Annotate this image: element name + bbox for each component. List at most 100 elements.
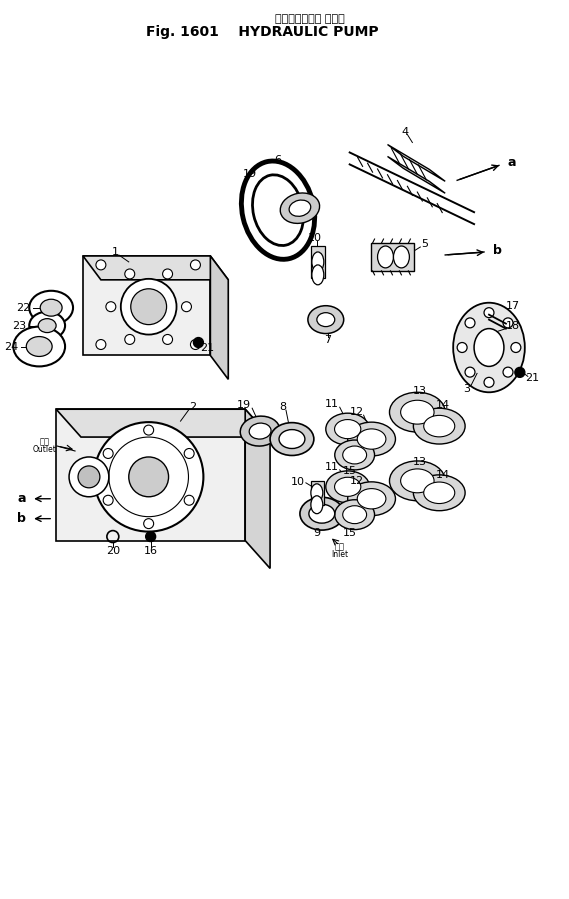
Circle shape bbox=[78, 466, 100, 488]
Bar bbox=[311, 246, 325, 278]
Circle shape bbox=[503, 318, 513, 328]
Text: 2: 2 bbox=[189, 402, 196, 413]
Ellipse shape bbox=[335, 420, 361, 439]
Circle shape bbox=[146, 531, 156, 541]
Text: 8: 8 bbox=[279, 402, 287, 413]
Ellipse shape bbox=[394, 246, 409, 268]
Ellipse shape bbox=[357, 429, 386, 450]
Circle shape bbox=[182, 302, 191, 312]
Ellipse shape bbox=[424, 415, 455, 437]
Ellipse shape bbox=[343, 506, 366, 523]
Circle shape bbox=[191, 340, 200, 350]
Polygon shape bbox=[83, 256, 228, 280]
Ellipse shape bbox=[343, 446, 366, 464]
Circle shape bbox=[193, 337, 203, 348]
Text: 14: 14 bbox=[436, 470, 450, 480]
Text: 15: 15 bbox=[343, 466, 357, 476]
Ellipse shape bbox=[311, 495, 323, 513]
Ellipse shape bbox=[281, 193, 320, 224]
Ellipse shape bbox=[413, 475, 465, 511]
Circle shape bbox=[69, 457, 109, 497]
Ellipse shape bbox=[26, 336, 52, 357]
Text: 19: 19 bbox=[243, 169, 257, 179]
Text: 14: 14 bbox=[436, 400, 450, 410]
Ellipse shape bbox=[378, 246, 394, 268]
Ellipse shape bbox=[335, 500, 374, 530]
Ellipse shape bbox=[424, 482, 455, 503]
Text: 17: 17 bbox=[506, 300, 520, 311]
Circle shape bbox=[106, 302, 116, 312]
Circle shape bbox=[465, 318, 475, 328]
Ellipse shape bbox=[348, 423, 395, 456]
Circle shape bbox=[129, 457, 168, 497]
Text: 12: 12 bbox=[349, 407, 364, 417]
Ellipse shape bbox=[348, 482, 395, 516]
Text: 24: 24 bbox=[4, 342, 18, 352]
Text: 11: 11 bbox=[325, 462, 339, 472]
Ellipse shape bbox=[401, 400, 434, 424]
Circle shape bbox=[131, 289, 167, 325]
Ellipse shape bbox=[312, 265, 324, 285]
Polygon shape bbox=[56, 409, 245, 540]
Ellipse shape bbox=[270, 423, 314, 456]
Ellipse shape bbox=[413, 408, 465, 444]
Circle shape bbox=[121, 279, 176, 334]
Text: 13: 13 bbox=[413, 387, 426, 396]
Ellipse shape bbox=[300, 497, 344, 530]
Ellipse shape bbox=[311, 484, 323, 502]
Ellipse shape bbox=[249, 423, 271, 439]
Text: 7: 7 bbox=[324, 334, 331, 344]
Ellipse shape bbox=[390, 461, 445, 501]
Ellipse shape bbox=[40, 299, 62, 316]
Circle shape bbox=[103, 495, 113, 505]
Circle shape bbox=[457, 343, 467, 352]
Circle shape bbox=[184, 449, 194, 458]
Text: 3: 3 bbox=[464, 384, 471, 395]
Text: 10: 10 bbox=[308, 233, 322, 243]
Ellipse shape bbox=[390, 392, 445, 432]
Ellipse shape bbox=[335, 477, 361, 496]
Text: 16: 16 bbox=[143, 546, 158, 556]
Text: Fig. 1601    HYDRAULIC PUMP: Fig. 1601 HYDRAULIC PUMP bbox=[146, 25, 378, 39]
Polygon shape bbox=[387, 156, 445, 193]
Text: 6: 6 bbox=[274, 156, 282, 165]
Text: 1: 1 bbox=[112, 247, 119, 257]
Ellipse shape bbox=[253, 174, 304, 245]
Ellipse shape bbox=[312, 252, 324, 271]
Ellipse shape bbox=[335, 440, 374, 470]
Circle shape bbox=[144, 519, 154, 529]
Circle shape bbox=[191, 260, 200, 270]
Polygon shape bbox=[387, 145, 445, 182]
Text: 20: 20 bbox=[106, 546, 120, 556]
Text: 4: 4 bbox=[402, 127, 409, 137]
Circle shape bbox=[125, 269, 135, 279]
Text: 15: 15 bbox=[343, 528, 357, 538]
Text: 21: 21 bbox=[200, 343, 215, 353]
Text: Inlet: Inlet bbox=[331, 550, 348, 559]
Ellipse shape bbox=[474, 329, 504, 367]
Circle shape bbox=[484, 378, 494, 387]
Ellipse shape bbox=[357, 489, 386, 509]
Ellipse shape bbox=[38, 318, 56, 333]
Text: 21: 21 bbox=[525, 373, 539, 383]
Circle shape bbox=[96, 340, 106, 350]
Text: 22: 22 bbox=[16, 303, 30, 313]
Ellipse shape bbox=[29, 312, 65, 340]
Ellipse shape bbox=[308, 306, 344, 334]
Polygon shape bbox=[211, 256, 228, 379]
Text: 19: 19 bbox=[237, 400, 251, 410]
Circle shape bbox=[144, 425, 154, 435]
Text: ハイドロリック ポンプ: ハイドロリック ポンプ bbox=[275, 14, 345, 24]
Circle shape bbox=[125, 334, 135, 344]
Text: 23: 23 bbox=[13, 321, 26, 331]
Text: 13: 13 bbox=[413, 457, 426, 467]
Ellipse shape bbox=[326, 414, 370, 445]
Text: 12: 12 bbox=[349, 476, 364, 485]
Circle shape bbox=[163, 269, 172, 279]
Ellipse shape bbox=[453, 303, 525, 392]
Bar bbox=[370, 243, 414, 271]
Text: 18: 18 bbox=[506, 321, 520, 331]
Polygon shape bbox=[245, 409, 270, 568]
Circle shape bbox=[163, 334, 172, 344]
Circle shape bbox=[511, 343, 521, 352]
